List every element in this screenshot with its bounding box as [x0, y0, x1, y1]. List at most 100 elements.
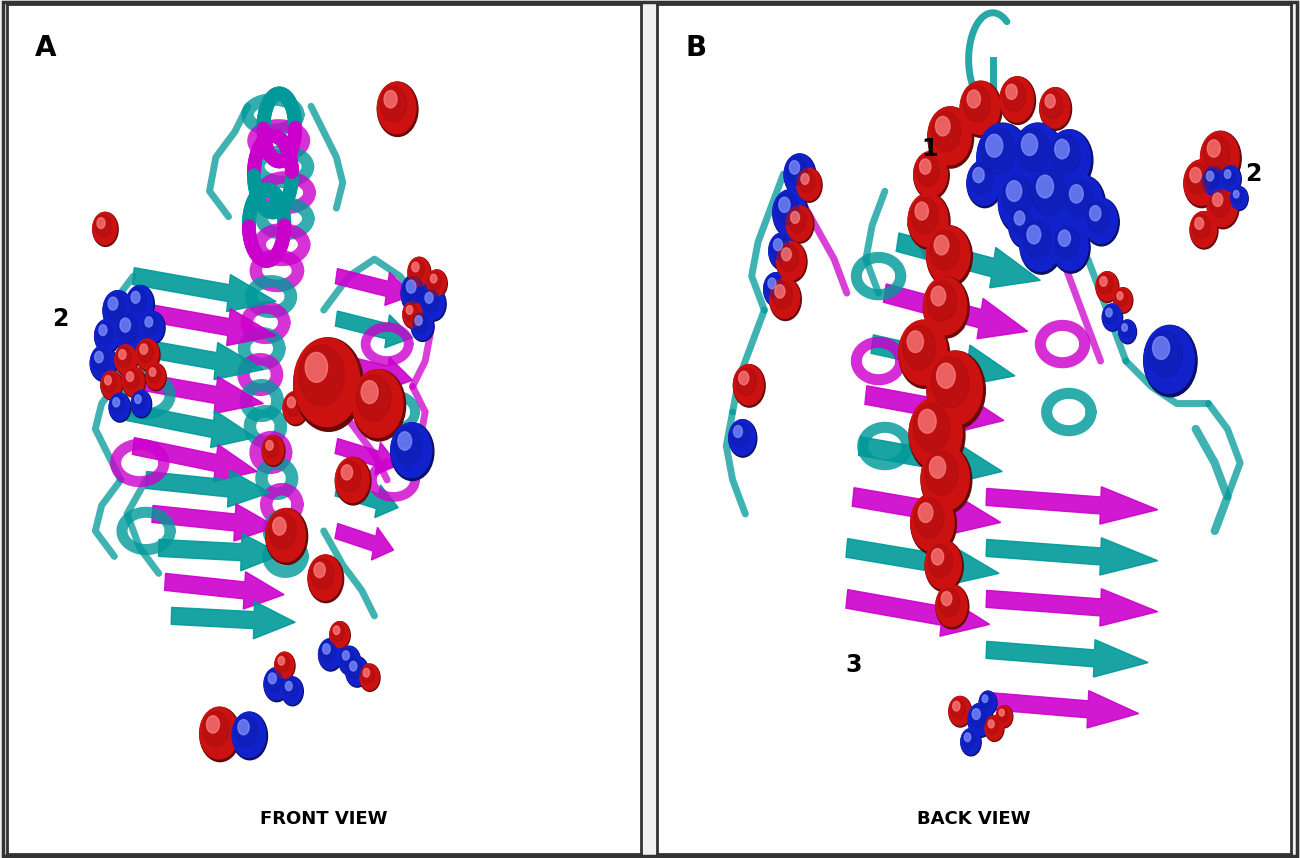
Circle shape: [1062, 176, 1105, 233]
FancyArrow shape: [120, 335, 264, 379]
Circle shape: [1040, 88, 1070, 128]
Circle shape: [961, 82, 1000, 135]
Circle shape: [120, 318, 130, 332]
Circle shape: [403, 301, 422, 327]
Circle shape: [1048, 130, 1091, 188]
Circle shape: [90, 346, 116, 380]
Circle shape: [776, 241, 806, 281]
Circle shape: [406, 280, 416, 293]
Circle shape: [200, 707, 238, 759]
Circle shape: [1028, 164, 1078, 232]
Circle shape: [915, 202, 928, 220]
Circle shape: [131, 390, 152, 418]
Circle shape: [939, 588, 959, 617]
Text: BACK VIEW: BACK VIEW: [916, 810, 1031, 828]
Circle shape: [736, 368, 757, 396]
Circle shape: [122, 367, 144, 396]
Circle shape: [308, 555, 342, 601]
Circle shape: [131, 390, 151, 416]
Circle shape: [1013, 124, 1063, 191]
Circle shape: [972, 167, 984, 183]
Circle shape: [104, 376, 112, 385]
Circle shape: [207, 716, 220, 733]
Circle shape: [776, 241, 807, 282]
Circle shape: [95, 351, 103, 363]
Circle shape: [411, 311, 433, 340]
Circle shape: [1192, 214, 1210, 239]
FancyArrow shape: [335, 396, 398, 432]
Circle shape: [238, 720, 250, 734]
Circle shape: [421, 287, 446, 321]
Circle shape: [1002, 176, 1034, 217]
Circle shape: [1058, 230, 1070, 246]
Circle shape: [426, 270, 447, 297]
Circle shape: [926, 541, 961, 589]
Circle shape: [352, 370, 406, 441]
Circle shape: [1153, 336, 1170, 360]
Circle shape: [1104, 306, 1117, 323]
Circle shape: [276, 655, 290, 672]
Circle shape: [936, 117, 950, 136]
Circle shape: [936, 584, 968, 629]
Circle shape: [936, 584, 967, 626]
Circle shape: [979, 692, 997, 715]
Circle shape: [363, 668, 369, 677]
Circle shape: [930, 231, 959, 270]
Circle shape: [341, 465, 352, 480]
Circle shape: [898, 320, 948, 385]
Circle shape: [283, 391, 307, 424]
Circle shape: [953, 701, 959, 711]
Circle shape: [1013, 124, 1061, 188]
Circle shape: [927, 226, 972, 287]
Circle shape: [731, 422, 749, 447]
Circle shape: [92, 213, 118, 246]
Circle shape: [909, 193, 950, 250]
FancyArrow shape: [853, 487, 1001, 535]
Circle shape: [1084, 198, 1118, 244]
Circle shape: [346, 656, 369, 687]
Circle shape: [1102, 304, 1123, 331]
Circle shape: [1000, 77, 1034, 122]
Circle shape: [920, 446, 972, 514]
Circle shape: [330, 622, 350, 648]
Circle shape: [1234, 190, 1239, 198]
Circle shape: [1201, 131, 1242, 185]
Circle shape: [1019, 216, 1063, 275]
Text: 3: 3: [845, 653, 862, 677]
Circle shape: [391, 423, 434, 480]
Circle shape: [1054, 226, 1079, 259]
FancyArrow shape: [985, 589, 1158, 626]
Circle shape: [775, 285, 785, 299]
Circle shape: [979, 692, 996, 714]
Circle shape: [928, 107, 974, 168]
Circle shape: [113, 397, 120, 407]
Circle shape: [101, 372, 122, 400]
Circle shape: [985, 716, 1004, 741]
FancyArrow shape: [858, 437, 1002, 483]
Circle shape: [997, 707, 1009, 722]
Circle shape: [776, 193, 798, 224]
Circle shape: [898, 320, 949, 388]
Circle shape: [413, 313, 428, 333]
Circle shape: [126, 286, 155, 323]
FancyArrow shape: [165, 571, 283, 609]
Circle shape: [1115, 290, 1127, 306]
Circle shape: [927, 281, 957, 321]
Circle shape: [342, 651, 350, 660]
Circle shape: [733, 426, 742, 438]
Circle shape: [961, 82, 1002, 137]
Circle shape: [265, 509, 306, 562]
Circle shape: [1106, 308, 1113, 317]
Circle shape: [998, 171, 1044, 232]
Circle shape: [339, 646, 359, 674]
Circle shape: [282, 677, 302, 704]
Circle shape: [144, 317, 152, 327]
Circle shape: [410, 260, 425, 280]
Circle shape: [1204, 136, 1230, 171]
Circle shape: [733, 365, 763, 405]
Circle shape: [790, 211, 800, 223]
Circle shape: [332, 624, 344, 642]
Circle shape: [1144, 325, 1197, 396]
Circle shape: [766, 275, 783, 298]
Circle shape: [99, 324, 107, 335]
